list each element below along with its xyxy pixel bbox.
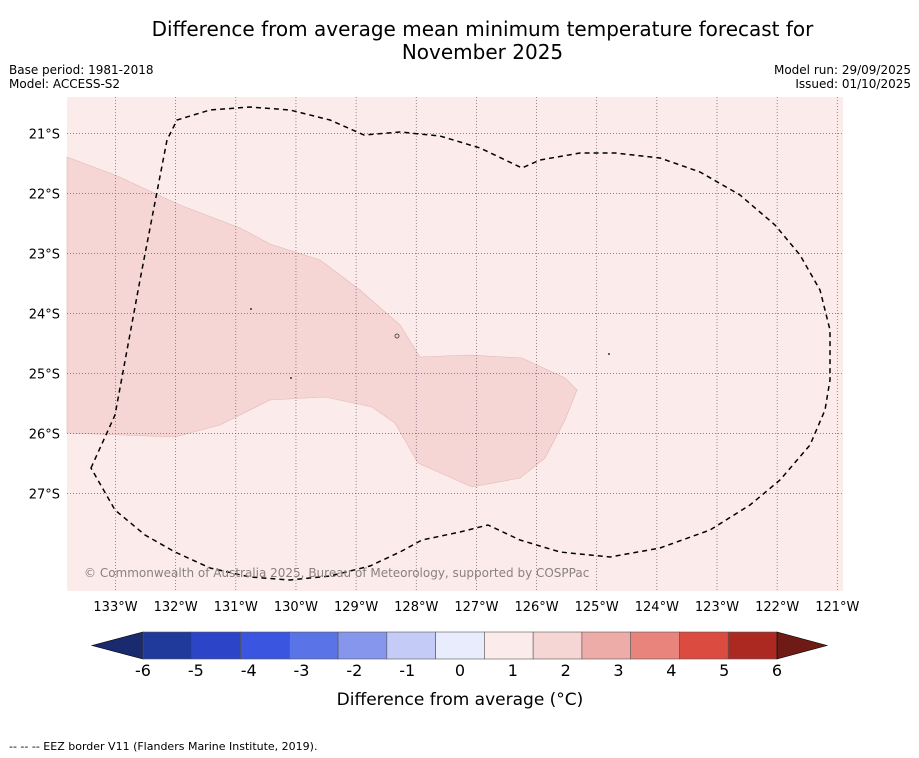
- meta-right: Model run: 29/09/2025 Issued: 01/10/2025: [774, 63, 911, 91]
- colorbar-tick-label: -6: [135, 661, 151, 680]
- latitude-tick-label: 25°S: [29, 368, 60, 383]
- colorbar-swatch: [581, 631, 631, 660]
- issued-date: Issued: 01/10/2025: [795, 77, 911, 91]
- anomaly-region: [66, 156, 578, 488]
- model-name: Model: ACCESS-S2: [9, 77, 121, 91]
- colorbar-swatch: [240, 631, 290, 660]
- colorbar-swatch: [532, 631, 583, 660]
- island-dot: [394, 333, 400, 339]
- colorbar-tick-label: -3: [294, 661, 310, 680]
- longitude-tick-label: 127°W: [454, 600, 498, 615]
- longitude-tick-label: 129°W: [334, 600, 378, 615]
- colorbar-ticks: -6 -5 -4 -3 -2 -1 0 1 2 3 4 5 6: [135, 661, 782, 680]
- colorbar-tick-label: 5: [719, 661, 729, 680]
- colorbar-swatch: [337, 631, 388, 660]
- title-line-2: November 2025: [401, 40, 564, 64]
- colorbar-swatch: [727, 631, 778, 660]
- longitude-tick-label: 133°W: [93, 600, 137, 615]
- model-run: Model run: 29/09/2025: [773, 63, 911, 77]
- colorbar-swatch: [435, 631, 485, 660]
- longitude-labels: 133°W 132°W 131°W 130°W 129°W 128°W 127°W 126°W…: [93, 600, 859, 615]
- eez-source-note: -- -- -- EEZ border V11 (Flanders Marine…: [9, 740, 318, 753]
- latitude-tick-label: 22°S: [29, 188, 60, 203]
- longitude-gridlines: [115, 97, 838, 591]
- island-dot: [290, 377, 292, 379]
- latitude-tick-label: 26°S: [29, 428, 60, 443]
- longitude-tick-label: 125°W: [575, 600, 619, 615]
- colorbar-tick-label: -1: [399, 661, 415, 680]
- title-line-1: Difference from average mean minimum tem…: [151, 17, 814, 41]
- colorbar-swatch: [289, 631, 339, 660]
- colorbar-swatch: [484, 631, 534, 660]
- longitude-tick-label: 124°W: [635, 600, 679, 615]
- longitude-tick-label: 131°W: [214, 600, 258, 615]
- longitude-tick-label: 128°W: [394, 600, 438, 615]
- colorbar-tick-label: 1: [508, 661, 518, 680]
- longitude-tick-label: 130°W: [274, 600, 318, 615]
- colorbar-label: Difference from average (°C): [337, 690, 584, 710]
- colorbar-swatch: [191, 631, 241, 660]
- colorbar-swatch: [630, 631, 680, 660]
- colorbar-tick-label: 4: [666, 661, 676, 680]
- colorbar: [90, 631, 829, 660]
- latitude-tick-label: 23°S: [29, 248, 60, 263]
- copyright-text: © Commonwealth of Australia 2025, Bureau…: [84, 566, 589, 580]
- colorbar-extend-low: [90, 631, 144, 660]
- colorbar-tick-label: -5: [188, 661, 204, 680]
- colorbar-tick-label: -4: [241, 661, 257, 680]
- latitude-tick-label: 24°S: [29, 308, 60, 323]
- island-dot: [608, 353, 610, 355]
- colorbar-extend-high: [776, 631, 829, 660]
- colorbar-tick-label: 6: [772, 661, 782, 680]
- latitude-tick-label: 27°S: [29, 488, 60, 503]
- longitude-tick-label: 123°W: [695, 600, 739, 615]
- colorbar-tick-label: -2: [346, 661, 362, 680]
- latitude-labels: 21°S 22°S 23°S 24°S 25°S 26°S 27°S: [29, 128, 60, 503]
- colorbar-tick-label: 0: [455, 661, 465, 680]
- island-dot: [250, 308, 252, 310]
- colorbar-swatch: [386, 631, 436, 660]
- colorbar-tick-label: 2: [561, 661, 571, 680]
- colorbar-swatch: [679, 631, 729, 660]
- longitude-tick-label: 132°W: [154, 600, 198, 615]
- map-title: Difference from average mean minimum tem…: [0, 18, 919, 64]
- latitude-gridlines: [67, 133, 843, 494]
- longitude-tick-label: 122°W: [755, 600, 799, 615]
- latitude-tick-label: 21°S: [29, 128, 60, 143]
- colorbar-tick-label: 3: [613, 661, 623, 680]
- meta-left: Base period: 1981-2018 Model: ACCESS-S2: [9, 63, 154, 91]
- colorbar-swatch: [142, 631, 193, 660]
- longitude-tick-label: 121°W: [815, 600, 859, 615]
- longitude-tick-label: 126°W: [514, 600, 558, 615]
- base-period: Base period: 1981-2018: [9, 63, 154, 77]
